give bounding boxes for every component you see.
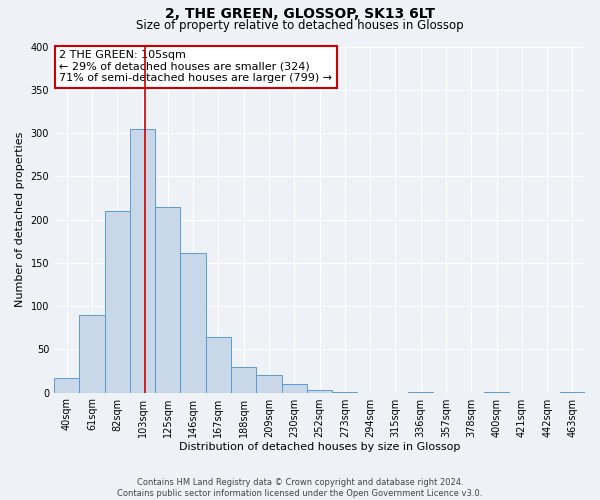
Bar: [231, 366, 256, 392]
Text: Contains HM Land Registry data © Crown copyright and database right 2024.
Contai: Contains HM Land Registry data © Crown c…: [118, 478, 482, 498]
Bar: [307, 390, 332, 392]
Text: 2 THE GREEN: 105sqm
← 29% of detached houses are smaller (324)
71% of semi-detac: 2 THE GREEN: 105sqm ← 29% of detached ho…: [59, 50, 332, 83]
Bar: [54, 378, 79, 392]
Text: 2, THE GREEN, GLOSSOP, SK13 6LT: 2, THE GREEN, GLOSSOP, SK13 6LT: [165, 8, 435, 22]
Bar: [281, 384, 307, 392]
Bar: [256, 376, 281, 392]
Bar: [155, 208, 181, 392]
Bar: [104, 211, 130, 392]
Bar: [206, 337, 231, 392]
Bar: [181, 254, 206, 392]
Bar: [130, 128, 155, 392]
X-axis label: Distribution of detached houses by size in Glossop: Distribution of detached houses by size …: [179, 442, 460, 452]
Text: Size of property relative to detached houses in Glossop: Size of property relative to detached ho…: [136, 18, 464, 32]
Bar: [79, 314, 104, 392]
Y-axis label: Number of detached properties: Number of detached properties: [15, 132, 25, 307]
